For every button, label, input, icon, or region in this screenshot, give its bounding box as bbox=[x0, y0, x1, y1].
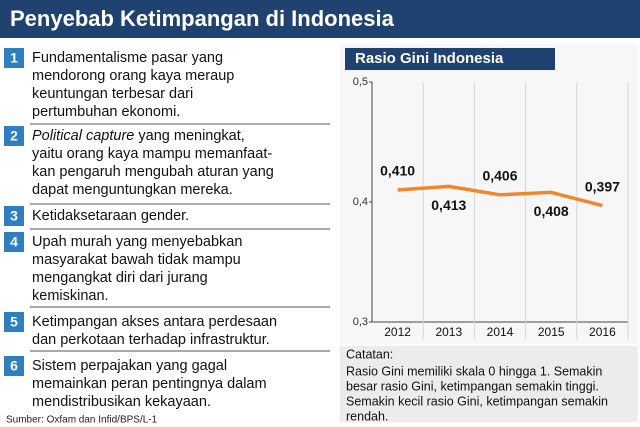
y-tick-label: 0,4 bbox=[353, 196, 368, 208]
item-text: Upah murah yang menyebabkan bbox=[32, 234, 242, 250]
x-tick-label: 2014 bbox=[487, 325, 514, 339]
note-text: rendah. bbox=[346, 409, 388, 423]
note-box bbox=[340, 346, 638, 422]
chart-title: Rasio Gini Indonesia bbox=[355, 50, 504, 67]
source: Sumber: Oxfam dan Infid/BPS/L-1 bbox=[6, 415, 158, 426]
item-text: Ketidaksetaraan gender. bbox=[32, 208, 189, 224]
item-number: 6 bbox=[10, 358, 18, 374]
item-number-box bbox=[4, 232, 24, 252]
item-number-box bbox=[4, 206, 24, 226]
data-label: 0,406 bbox=[482, 168, 517, 184]
item-number-box bbox=[4, 356, 24, 376]
data-label: 0,408 bbox=[534, 203, 569, 219]
item-number: 1 bbox=[10, 50, 18, 66]
item-number-box bbox=[4, 312, 24, 332]
item-text: kan pengaruh mengubah aturan yang bbox=[32, 164, 274, 180]
item-number-box bbox=[4, 48, 24, 68]
y-tick-label: 0,3 bbox=[353, 316, 368, 328]
data-line bbox=[397, 184, 603, 208]
item-text: mendistribusikan kekayaan. bbox=[32, 394, 211, 410]
item-number: 3 bbox=[10, 208, 18, 224]
item-text-part: yang meningkat, bbox=[134, 128, 244, 144]
item-text: dapat menguntungkan mereka. bbox=[32, 182, 233, 198]
item-text: kemiskinan. bbox=[32, 288, 109, 304]
y-tick-label: 0,5 bbox=[353, 76, 368, 88]
data-label: 0,410 bbox=[380, 163, 415, 179]
item-text: mengangkat diri dari jurang bbox=[32, 270, 208, 286]
item-number: 2 bbox=[10, 128, 18, 144]
item-text: Ketimpangan akses antara perdesaan bbox=[32, 314, 277, 330]
x-tick-label: 2013 bbox=[435, 325, 462, 339]
page-title: Penyebab Ketimpangan di Indonesia bbox=[10, 6, 395, 31]
data-label: 0,397 bbox=[585, 178, 620, 194]
title-bar bbox=[0, 0, 640, 38]
note-heading: Catatan: bbox=[346, 347, 393, 361]
item-text: yaitu orang kaya mampu memanfaat- bbox=[32, 146, 272, 162]
x-tick-label: 2016 bbox=[589, 325, 616, 339]
data-label: 0,413 bbox=[431, 197, 466, 213]
item-text: keuntungan terbesar dari bbox=[32, 86, 193, 102]
item-text: mendorong orang kaya meraup bbox=[32, 68, 234, 84]
item-number: 5 bbox=[10, 314, 18, 330]
note-text: Rasio Gini memiliki skala 0 hingga 1. Se… bbox=[346, 364, 602, 378]
chart-title-bar bbox=[345, 48, 555, 70]
item-text: Political capture yang meningkat, bbox=[32, 128, 245, 144]
item-text: Sistem perpajakan yang gagal bbox=[32, 358, 227, 374]
x-tick-label: 2015 bbox=[538, 325, 565, 339]
item-text: Fundamentalisme pasar yang bbox=[32, 50, 223, 66]
item-text: masyarakat bawah tidak mampu bbox=[32, 252, 241, 268]
item-text: dan perkotaan terhadap infrastruktur. bbox=[32, 332, 270, 348]
note-text: Semakin kecil rasio Gini, ketimpangan se… bbox=[346, 394, 608, 408]
item-text: memainkan peran pentingnya dalam bbox=[32, 376, 267, 392]
item-text: pertumbuhan ekonomi. bbox=[32, 104, 180, 120]
item-lead: Political capture bbox=[32, 128, 134, 144]
note-text: besar rasio Gini, ketimpangan semakin ti… bbox=[346, 379, 599, 393]
item-number-box bbox=[4, 126, 24, 146]
item-number: 4 bbox=[10, 234, 18, 250]
x-tick-label: 2012 bbox=[384, 325, 411, 339]
